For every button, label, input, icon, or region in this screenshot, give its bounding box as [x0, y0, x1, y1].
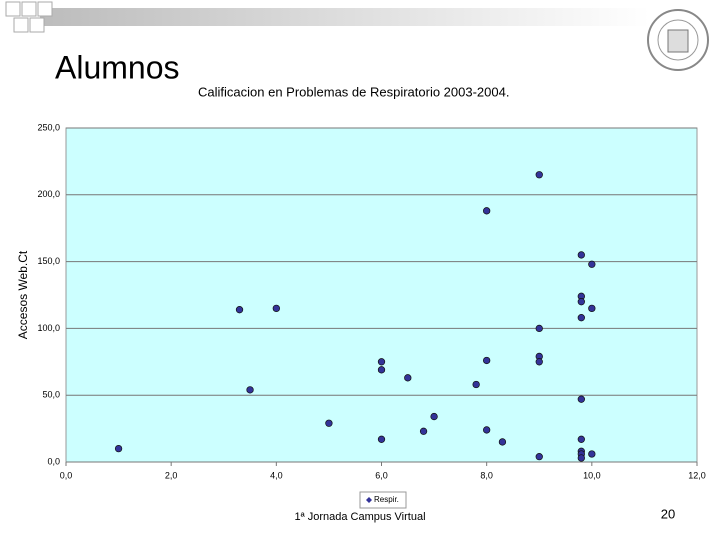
- y-tick-label: 0,0: [47, 456, 60, 466]
- point: [325, 419, 333, 427]
- point: [377, 358, 386, 366]
- point: [535, 453, 543, 461]
- point: [535, 324, 543, 333]
- point: [483, 356, 491, 365]
- point: [483, 207, 491, 215]
- point: [498, 438, 507, 446]
- point: [472, 380, 480, 389]
- legend-marker: [366, 497, 372, 503]
- point: [377, 435, 386, 443]
- point: [377, 366, 386, 374]
- point: [272, 304, 280, 313]
- y-tick-label: 150,0: [37, 256, 60, 266]
- chart-title: Calificacion en Problemas de Respiratori…: [198, 84, 509, 99]
- point: [588, 450, 596, 458]
- point: [419, 427, 428, 435]
- point: [114, 444, 123, 453]
- point: [235, 306, 244, 314]
- decoration: [5, 1, 709, 71]
- point: [577, 251, 585, 259]
- legend-label: Respir.: [374, 495, 399, 504]
- point: [588, 260, 596, 268]
- y-tick-label: 100,0: [37, 323, 60, 333]
- point: [535, 171, 543, 179]
- x-tick-label: 6,0: [375, 470, 388, 480]
- y-axis-label: Accesos Web.Ct: [16, 250, 30, 339]
- legend-box: [359, 491, 407, 509]
- point: [588, 304, 596, 313]
- page-number: 20: [661, 506, 675, 521]
- y-tick-label: 250,0: [37, 122, 60, 132]
- x-tick-label: 4,0: [270, 470, 283, 480]
- x-tick-label: 10,0: [583, 470, 601, 480]
- x-tick-label: 0,0: [60, 470, 73, 480]
- point: [577, 435, 585, 443]
- x-tick-label: 2,0: [165, 470, 178, 480]
- point: [577, 314, 585, 322]
- point: [535, 358, 543, 366]
- point: [404, 374, 412, 382]
- point: [577, 454, 585, 462]
- footer: 1ª Jornada Campus Virtual: [294, 511, 425, 523]
- point: [483, 426, 491, 434]
- slide-title: Alumnos: [55, 49, 180, 85]
- x-tick-label: 8,0: [480, 470, 493, 480]
- y-tick-label: 50,0: [42, 390, 60, 400]
- point: [430, 412, 438, 421]
- plot-area: [65, 127, 698, 463]
- point: [577, 298, 585, 306]
- x-tick-label: 12,0: [688, 470, 706, 480]
- point: [246, 386, 254, 394]
- y-tick-label: 200,0: [37, 189, 60, 199]
- point: [577, 395, 585, 403]
